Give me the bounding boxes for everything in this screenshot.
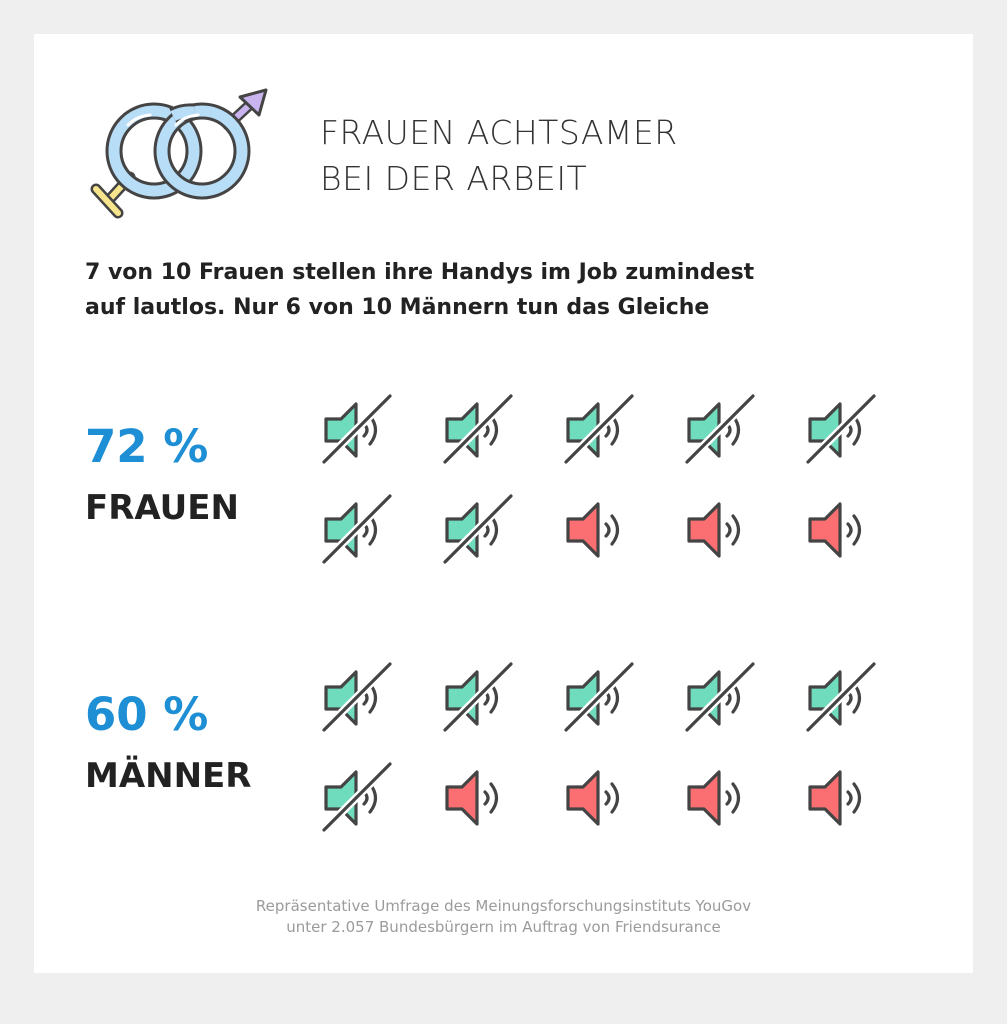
source-note: Repräsentative Umfrage des Meinungsforsc… (0, 896, 1007, 938)
title-line-2: BEI DER ARBEIT (320, 159, 588, 198)
speaker-muted-icon (683, 392, 757, 466)
speaker-sound-icon (566, 502, 620, 558)
speaker-muted-icon (562, 660, 636, 734)
source-line-2: unter 2.057 Bundesbürgern im Auftrag von… (286, 918, 721, 936)
speaker-muted-icon (320, 492, 394, 566)
speaker-muted-icon (320, 760, 394, 834)
page-title: FRAUEN ACHTSAMER BEI DER ARBEIT (320, 110, 678, 202)
speaker-sound-icon (687, 770, 741, 826)
speaker-muted-icon (562, 392, 636, 466)
speaker-muted-icon (441, 660, 515, 734)
speaker-sound-icon (566, 770, 620, 826)
speaker-muted-icon (441, 392, 515, 466)
speaker-sound-icon (445, 770, 499, 826)
women-label: FRAUEN (85, 488, 239, 528)
gender-symbols-rings-icon (90, 88, 268, 219)
source-line-1: Repräsentative Umfrage des Meinungsforsc… (255, 897, 752, 915)
subtitle-line-1: 7 von 10 Frauen stellen ihre Handys im J… (85, 260, 755, 285)
speaker-muted-icon (804, 392, 878, 466)
speaker-muted-icon (441, 492, 515, 566)
men-label: MÄNNER (85, 756, 252, 796)
subtitle-line-2: auf lautlos. Nur 6 von 10 Männern tun da… (85, 295, 710, 320)
speaker-muted-icon (683, 660, 757, 734)
speaker-muted-icon (320, 660, 394, 734)
subtitle: 7 von 10 Frauen stellen ihre Handys im J… (85, 255, 885, 325)
speaker-muted-icon (804, 660, 878, 734)
speaker-sound-icon (808, 502, 862, 558)
speaker-muted-icon (320, 392, 394, 466)
men-percent: 60 % (85, 688, 209, 741)
women-percent: 72 % (85, 420, 209, 473)
title-line-1: FRAUEN ACHTSAMER (320, 113, 678, 152)
speaker-sound-icon (808, 770, 862, 826)
speaker-sound-icon (687, 502, 741, 558)
